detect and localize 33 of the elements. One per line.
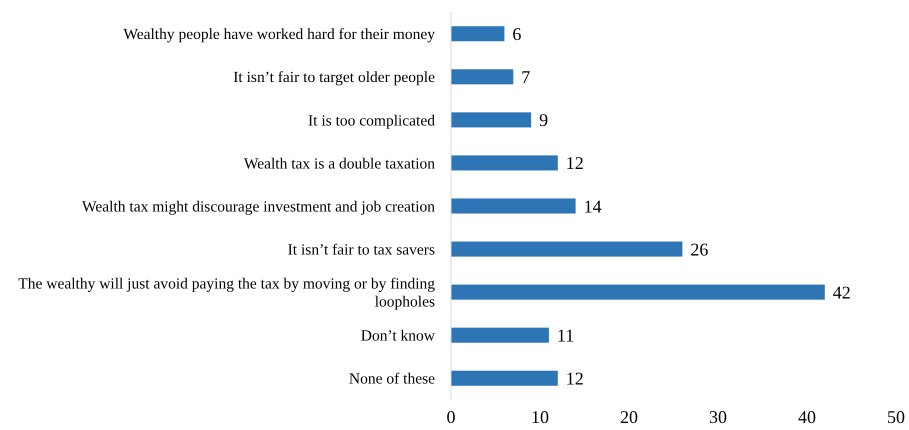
y-tick-label: It isn’t fair to tax savers	[288, 241, 435, 258]
x-tick-label: 40	[798, 406, 816, 427]
y-tick-label: Wealth tax is a double taxation	[244, 155, 436, 172]
y-tick-label: The wealthy will just avoid paying the tax by moving or by finding loopholes	[18, 276, 436, 311]
x-tick-label: 10	[531, 406, 549, 427]
data-label: 26	[690, 239, 708, 260]
data-label: 7	[521, 67, 530, 88]
y-tick-label: It isn’t fair to target older people	[233, 69, 436, 86]
data-label: 14	[584, 196, 602, 216]
bar	[451, 370, 558, 386]
data-label: 11	[556, 325, 574, 346]
bar	[451, 112, 532, 128]
x-tick-label: 50	[887, 406, 905, 427]
y-tick-label: It is too complicated	[308, 112, 436, 130]
y-tick-label: Don’t know	[360, 328, 436, 345]
data-label: 42	[832, 282, 851, 302]
data-label: 9	[539, 110, 548, 130]
bar	[451, 242, 682, 257]
x-tick-label: 30	[709, 406, 727, 427]
data-label: 12	[566, 368, 584, 389]
x-tick-label: 20	[620, 406, 638, 427]
bar	[451, 328, 549, 343]
y-tick-label: Wealth tax might discourage investment and job creation	[82, 198, 436, 216]
y-tick-label: Wealthy people have worked hard for their money	[123, 26, 436, 44]
data-label: 6	[512, 24, 522, 44]
x-tick-label: 0	[446, 406, 456, 427]
bar	[451, 155, 558, 170]
bar	[451, 26, 504, 42]
data-label: 12	[566, 153, 584, 174]
bar	[451, 198, 576, 214]
bar	[451, 284, 825, 300]
bar	[451, 69, 514, 84]
y-tick-label: None of these	[348, 370, 436, 388]
